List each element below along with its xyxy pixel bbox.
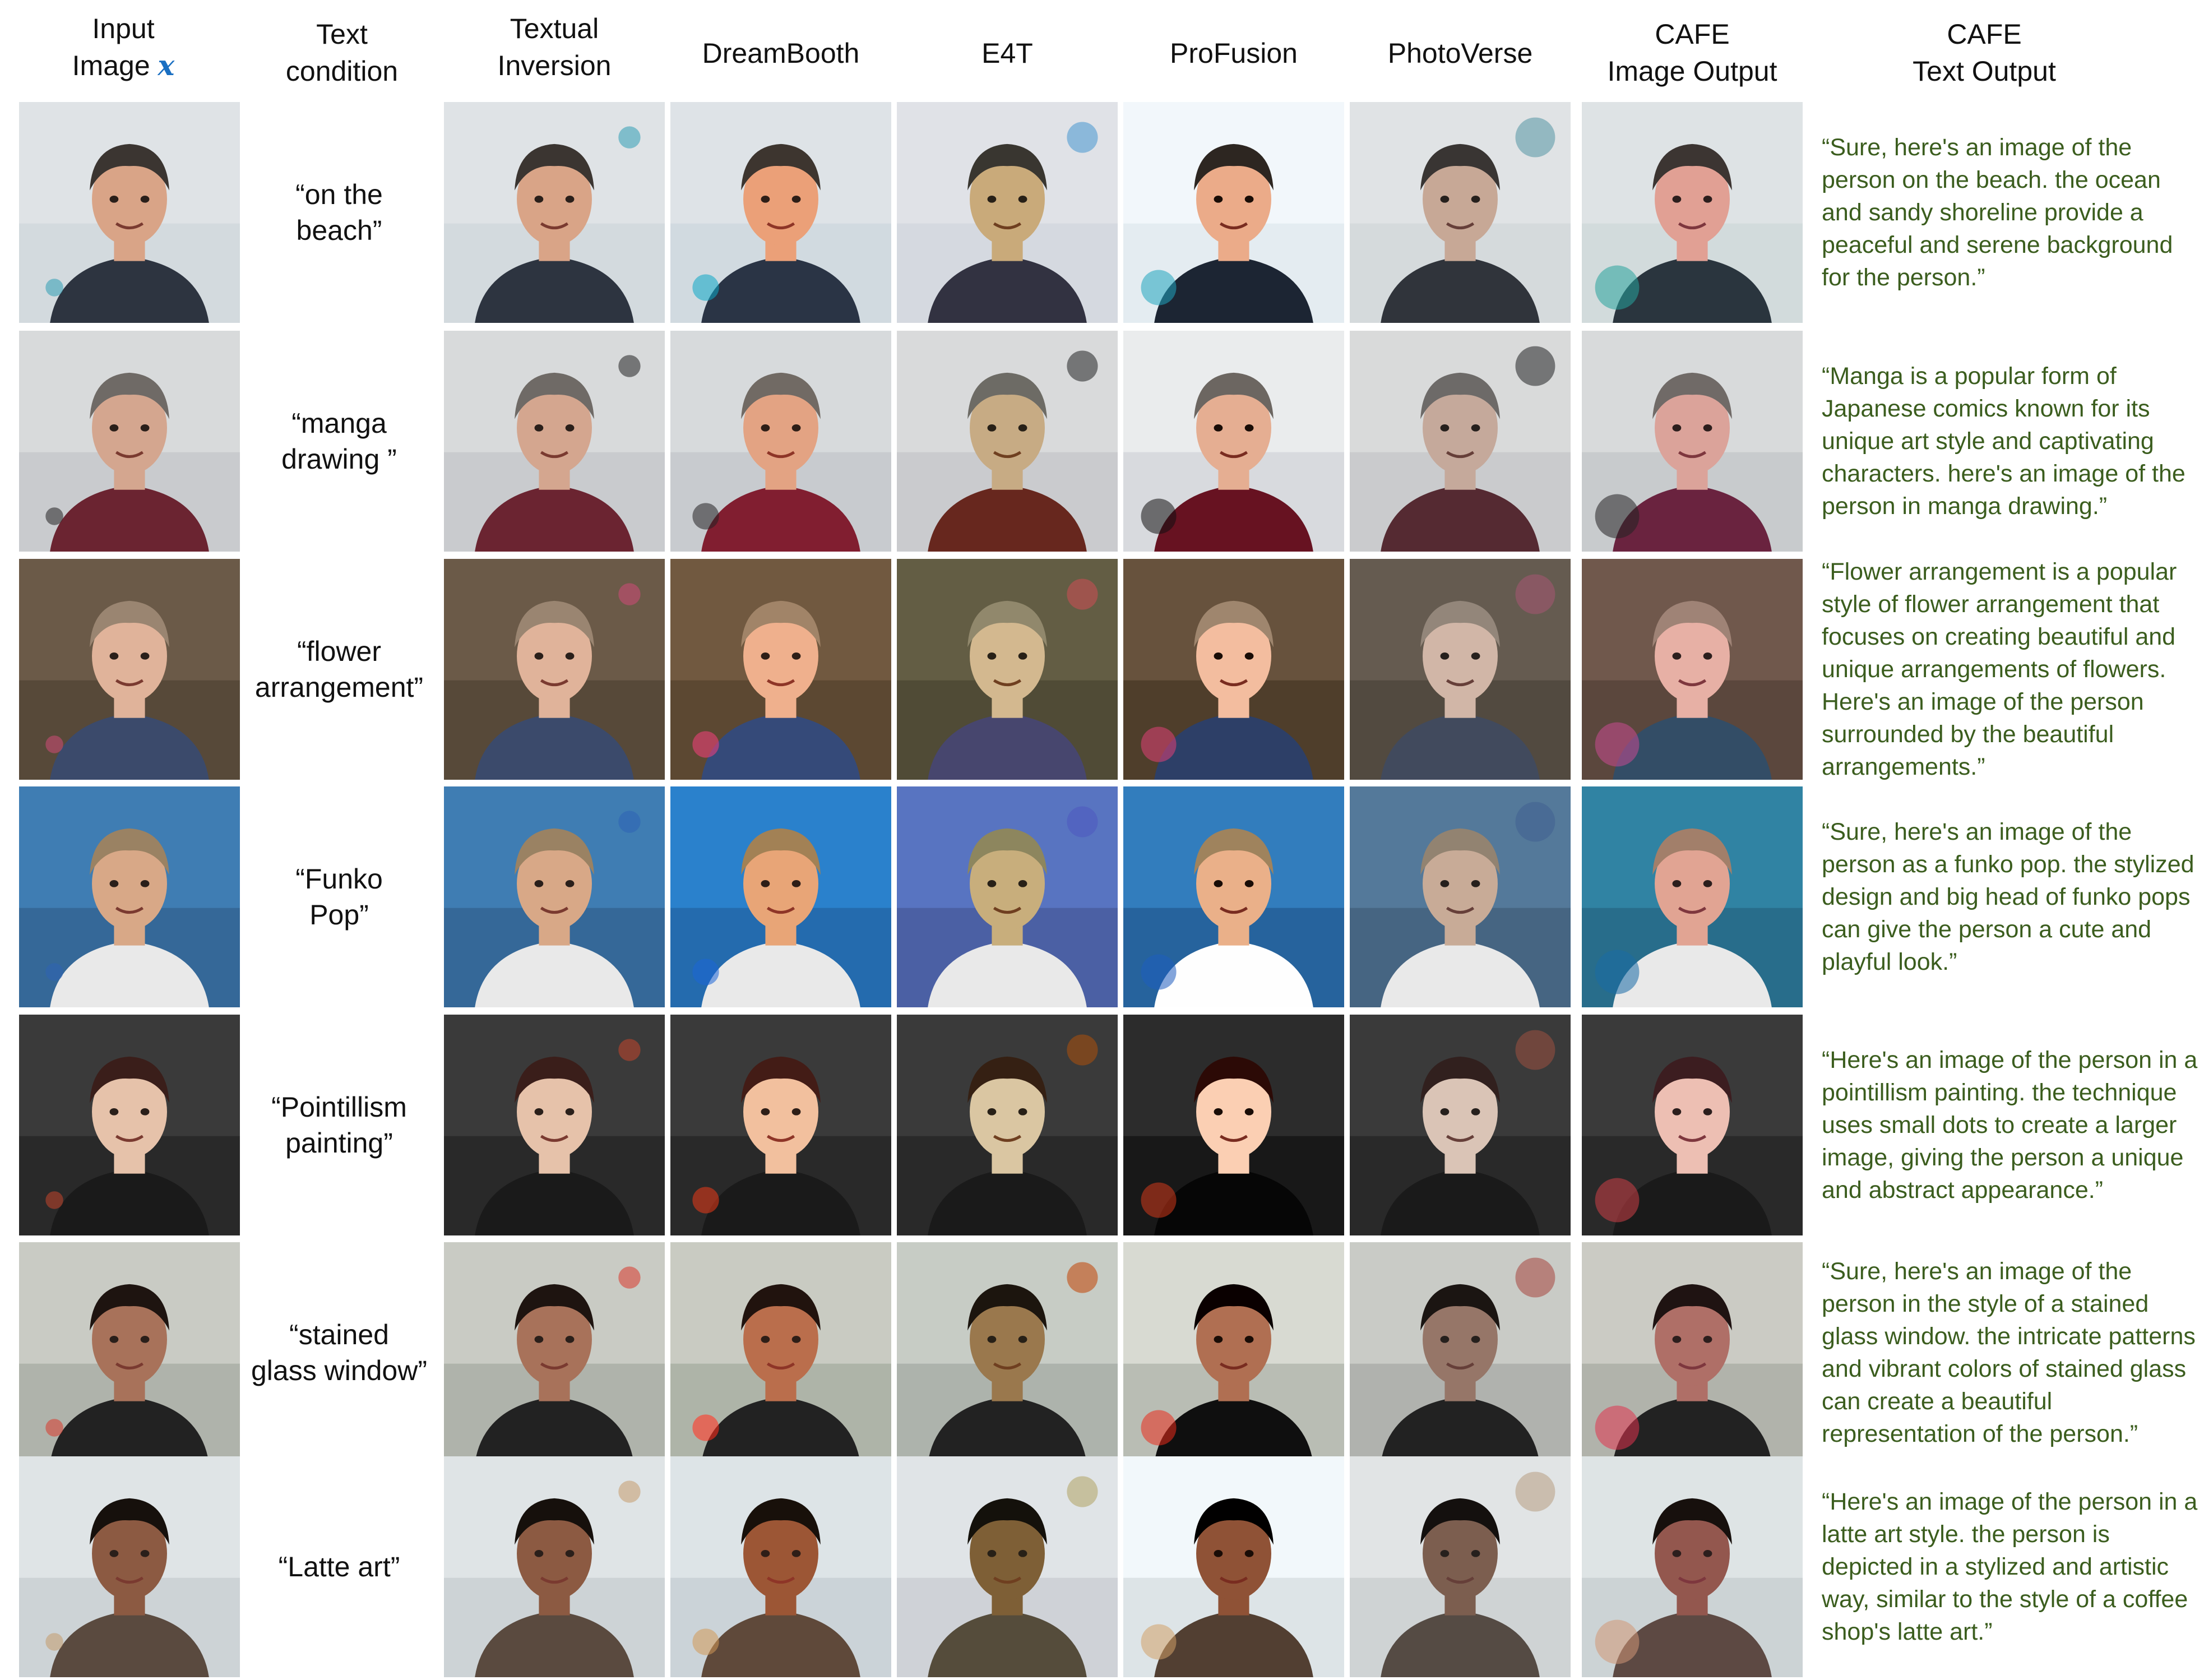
header-input-variable: x [158, 49, 175, 82]
text-condition: “Pointillism painting” [271, 1091, 407, 1159]
profusion-output [1123, 1456, 1344, 1677]
result-row: “Pointillism painting” “Here's an image o… [0, 1015, 2204, 1235]
profusion-output [1123, 1015, 1344, 1235]
input-image [19, 331, 240, 552]
cafe-image-output [1582, 1456, 1803, 1677]
cafe-image-output [1582, 786, 1803, 1007]
input-image [19, 786, 240, 1007]
cafe-text-output: “Sure, here's an image of the person as … [1822, 818, 2194, 975]
header-cafe-image-output: CAFE Image Output [1607, 18, 1777, 87]
result-row: “manga drawing ” “Manga is a popular form… [0, 331, 2204, 552]
text-condition: “Funko Pop” [295, 863, 383, 931]
textual-inversion-output [444, 1015, 665, 1235]
input-image [19, 559, 240, 780]
cafe-text-output: “Manga is a popular form of Japanese com… [1822, 363, 2186, 520]
dreambooth-output [670, 331, 891, 552]
cafe-text-output: “Here's an image of the person in a latt… [1822, 1488, 2198, 1645]
dreambooth-output [670, 559, 891, 780]
e4t-output [897, 1456, 1118, 1677]
profusion-output [1123, 1242, 1344, 1463]
photoverse-output [1350, 1456, 1571, 1677]
header-input-image: Input Image x [11, 10, 235, 84]
result-row: “on the beach” “Sure, here's an image of … [0, 102, 2204, 323]
input-image [19, 102, 240, 323]
photoverse-output [1350, 1015, 1571, 1235]
e4t-output [897, 559, 1118, 780]
dreambooth-output [670, 102, 891, 323]
header-e4t: E4T [981, 38, 1033, 69]
cafe-image-output [1582, 1015, 1803, 1235]
photoverse-output [1350, 1242, 1571, 1463]
text-condition: “on the beach” [295, 179, 383, 246]
photoverse-output [1350, 102, 1571, 323]
input-image [19, 1242, 240, 1463]
profusion-output [1123, 786, 1344, 1007]
cafe-text-output: “Here's an image of the person in a poin… [1822, 1047, 2198, 1204]
result-row: “stained glass window” “Sure, here's an i… [0, 1242, 2204, 1463]
header-input-label: Input Image [72, 13, 155, 81]
text-condition: “manga drawing ” [281, 408, 397, 475]
textual-inversion-output [444, 331, 665, 552]
e4t-output [897, 786, 1118, 1007]
input-image [19, 1015, 240, 1235]
header-photoverse: PhotoVerse [1387, 38, 1533, 69]
dreambooth-output [670, 1456, 891, 1677]
header-dreambooth: DreamBooth [702, 38, 860, 69]
textual-inversion-output [444, 102, 665, 323]
input-image [19, 1456, 240, 1677]
text-condition: “Latte art” [278, 1551, 400, 1582]
dreambooth-output [670, 1242, 891, 1463]
cafe-text-output: “Sure, here's an image of the person in … [1822, 1258, 2196, 1447]
textual-inversion-output [444, 786, 665, 1007]
e4t-output [897, 1015, 1118, 1235]
photoverse-output [1350, 331, 1571, 552]
cafe-image-output [1582, 102, 1803, 323]
e4t-output [897, 102, 1118, 323]
cafe-image-output [1582, 1242, 1803, 1463]
textual-inversion-output [444, 1456, 665, 1677]
text-condition: “flower arrangement” [254, 636, 424, 703]
textual-inversion-output [444, 1242, 665, 1463]
e4t-output [897, 1242, 1118, 1463]
cafe-text-output: “Sure, here's an image of the person on … [1822, 134, 2173, 291]
result-row: “Funko Pop” “Sure, here's an image of the… [0, 786, 2204, 1007]
profusion-output [1123, 331, 1344, 552]
text-condition: “stained glass window” [251, 1319, 427, 1386]
photoverse-output [1350, 559, 1571, 780]
profusion-output [1123, 102, 1344, 323]
cafe-text-output: “Flower arrangement is a popular style o… [1822, 558, 2177, 780]
result-row: “Latte art” “Here's an image of the perso… [0, 1456, 2204, 1677]
dreambooth-output [670, 786, 891, 1007]
cafe-image-output [1582, 331, 1803, 552]
dreambooth-output [670, 1015, 891, 1235]
profusion-output [1123, 559, 1344, 780]
result-row: “flower arrangement” “Flower arrangement … [0, 558, 2204, 780]
e4t-output [897, 331, 1118, 552]
textual-inversion-output [444, 559, 665, 780]
header-profusion: ProFusion [1170, 38, 1298, 69]
header-cafe-text-output: CAFE Text Output [1913, 18, 2056, 87]
header-text-condition: Text condition [285, 18, 399, 87]
header-textual-inversion: Textual Inversion [497, 13, 612, 81]
photoverse-output [1350, 786, 1571, 1007]
cafe-image-output [1582, 559, 1803, 780]
